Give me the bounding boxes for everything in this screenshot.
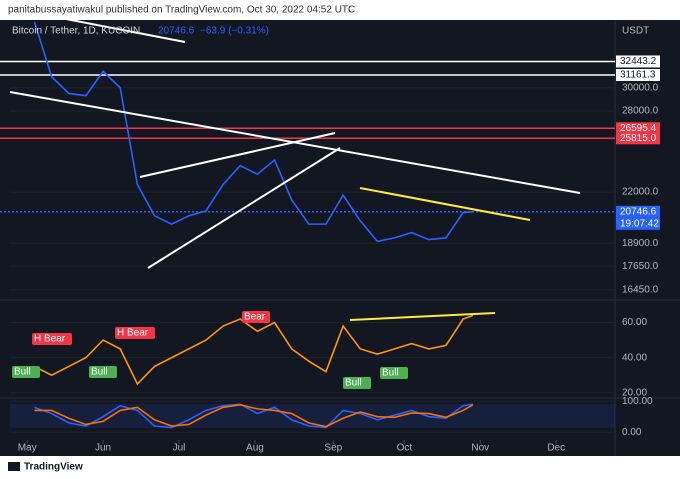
level-label: 26595.4 [620,123,657,134]
level-label: 32443.2 [620,56,657,67]
level-label: 25815.0 [620,133,657,144]
signal-label: Bull [91,367,108,378]
x-tick-label: Jul [173,443,186,454]
signal-label: Bear [244,312,266,323]
signal-label-box [12,366,40,378]
level-label-box [616,69,660,82]
y-tick-label: 22000.0 [622,187,659,198]
brand: TradingView [24,462,83,473]
signal-label: Bull [14,367,31,378]
x-tick-label: Jun [95,443,111,454]
x-tick-label: Oct [397,443,413,454]
x-tick-label: May [18,443,37,454]
legend-price: 20746.6 [158,26,195,37]
y-tick-label: 40.00 [622,352,647,363]
trendline [39,13,186,43]
level-label-box [616,122,660,135]
trendline [147,147,341,269]
countdown-box [616,217,660,230]
y-tick-label: 0.00 [622,427,642,438]
axis-unit: USDT [622,26,649,37]
signal-label-box [32,333,72,345]
trendline [139,132,336,178]
chart-area [0,20,680,456]
trendline [349,312,496,321]
y-tick-label: 18900.0 [622,238,659,249]
level-label-box [616,205,660,218]
legend-change: −63.9 (−0.31%) [200,26,269,37]
level-label-box [616,132,660,145]
signal-label: Bull [382,368,399,379]
y-tick-label: 16450.0 [622,284,659,295]
level-label: 20746.6 [620,206,657,217]
series-line [34,314,474,386]
y-tick-label: 17650.0 [622,261,659,272]
y-tick-label: 28000.0 [622,106,659,117]
signal-label-box [242,311,270,323]
x-tick-label: Sep [324,443,342,454]
signal-label: H Bear [117,328,149,339]
signal-label: H Bear [34,334,66,345]
x-tick-label: Aug [246,443,264,454]
signal-label-box [380,367,408,379]
series-line [34,404,474,428]
signal-label-box [343,377,371,389]
signal-label: Bull [345,378,362,389]
x-tick-label: Nov [471,443,489,454]
y-tick-label: 20.00 [622,387,647,398]
legend-title: Bitcoin / Tether, 1D, KUCOIN [12,26,140,37]
y-tick-label: 60.00 [622,317,647,328]
level-label: 31161.3 [620,70,656,81]
header: panitabussayatiwakul published on Tradin… [8,5,355,16]
signal-label-box [115,327,155,339]
series-line [33,21,473,243]
x-tick-label: Dec [547,443,565,454]
y-tick-label: 100.00 [622,396,653,407]
countdown: 19:07:42 [620,218,659,229]
footer [0,456,680,479]
drawings [9,13,581,321]
level-label-box [616,55,660,68]
series-line [34,403,474,429]
trendline [359,187,531,221]
signal-label-box [89,366,117,378]
brand-logo [8,462,20,471]
plot-layer [0,21,615,444]
y-tick-label: 30000.0 [622,82,659,93]
